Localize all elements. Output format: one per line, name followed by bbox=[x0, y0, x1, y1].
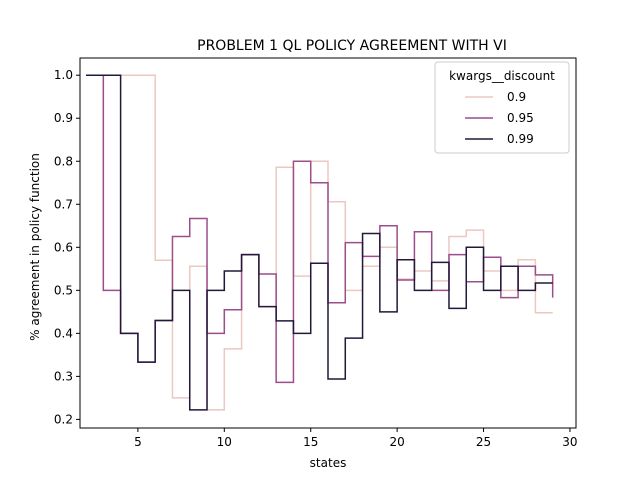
legend: kwargs__discount 0.9 0.95 0.99 bbox=[434, 61, 570, 154]
x-axis-label: states bbox=[310, 456, 347, 470]
series-line-2 bbox=[86, 74, 553, 411]
legend-box bbox=[434, 61, 570, 154]
x-tick-label: 10 bbox=[217, 435, 232, 449]
x-tick-label: 5 bbox=[134, 435, 142, 449]
y-tick-label: 0.6 bbox=[54, 240, 73, 254]
y-tick-label: 0.5 bbox=[54, 283, 73, 297]
y-tick-label: 1.0 bbox=[54, 68, 73, 82]
axes-frame bbox=[79, 57, 577, 429]
plot-area: 5 10 15 20 25 30 0.2 0.3 0.4 0.5 0.6 0.7 0.8 0.9 1.0 bbox=[54, 57, 578, 449]
y-tick-label: 0.7 bbox=[54, 197, 73, 211]
x-tick-label: 30 bbox=[562, 435, 577, 449]
y-tick-label: 0.3 bbox=[54, 369, 73, 383]
legend-title: kwargs__discount bbox=[449, 69, 555, 83]
x-tick-label: 25 bbox=[476, 435, 491, 449]
y-tick-label: 0.9 bbox=[54, 111, 73, 125]
x-tick-label: 20 bbox=[389, 435, 404, 449]
legend-label: 0.95 bbox=[507, 111, 534, 125]
y-axis-label: % agreement in policy function bbox=[28, 153, 42, 341]
legend-label: 0.9 bbox=[507, 90, 526, 104]
y-tick-label: 0.8 bbox=[54, 154, 73, 168]
y-tick-label: 0.2 bbox=[54, 412, 73, 426]
legend-label: 0.99 bbox=[507, 132, 534, 146]
chart-title: PROBLEM 1 QL POLICY AGREEMENT WITH VI bbox=[197, 38, 507, 54]
x-tick-label: 15 bbox=[303, 435, 318, 449]
y-tick-label: 0.4 bbox=[54, 326, 73, 340]
